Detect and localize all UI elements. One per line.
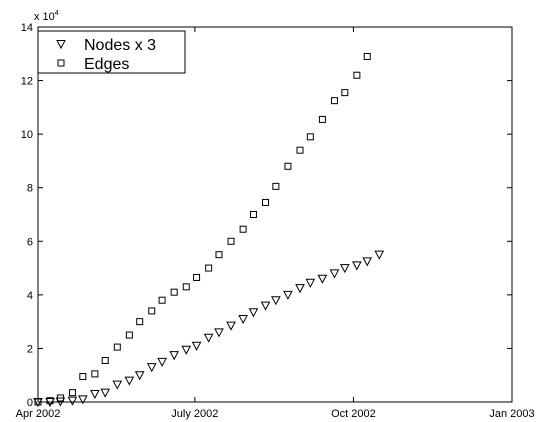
edges-point: [249, 211, 257, 218]
nodes-point: [124, 376, 135, 386]
edges-point: [158, 296, 166, 304]
nodes-point: [203, 333, 214, 343]
edges-point: [68, 389, 76, 397]
edges-point: [46, 397, 54, 405]
x-tick-label: July 2002: [171, 408, 218, 420]
y-tick-label: 14: [21, 22, 33, 34]
edges-point: [125, 331, 133, 339]
y-tick-label: 2: [27, 343, 33, 355]
edges-point: [239, 225, 247, 233]
nodes-point: [134, 371, 145, 381]
edges-point: [330, 97, 338, 105]
edges-point: [215, 251, 223, 259]
data-marks: [33, 52, 385, 408]
edges-point: [56, 394, 64, 402]
edges-point: [341, 89, 349, 97]
nodes-point: [317, 274, 328, 284]
nodes-point: [374, 250, 385, 260]
y-axis-multiplier: x 104: [34, 10, 59, 23]
legend-marker-nodes: [56, 40, 66, 50]
edges-point: [284, 162, 292, 170]
edges-point: [79, 373, 87, 381]
y-tick-label: 0: [27, 397, 33, 409]
edges-point: [170, 288, 178, 296]
legend-label-nodes: Nodes x 3: [84, 37, 156, 54]
nodes-point: [248, 308, 259, 318]
edges-point: [193, 273, 201, 281]
edges-point: [363, 52, 371, 60]
legend: Nodes x 3 Edges: [37, 30, 186, 74]
nodes-point: [191, 341, 202, 351]
nodes-point: [169, 351, 180, 361]
edges-point: [272, 182, 280, 190]
plot-area: [37, 26, 513, 403]
nodes-point: [362, 257, 373, 267]
axis-ticks: 0 2 4 6 8 10 12 14 Apr 2002 July 2002 Oct 2002 Jan …: [16, 22, 535, 420]
nodes-point: [146, 363, 157, 373]
nodes-point: [260, 301, 271, 311]
nodes-point: [100, 388, 111, 398]
edges-point: [306, 133, 314, 141]
nodes-point: [329, 269, 340, 279]
edges-point: [182, 283, 190, 291]
nodes-point: [55, 397, 66, 407]
y-tick-label: 12: [21, 76, 33, 88]
y-tick-label: 6: [27, 236, 33, 248]
edges-point: [318, 115, 326, 123]
nodes-point: [214, 328, 224, 338]
nodes-point: [45, 398, 55, 408]
nodes-point: [77, 395, 88, 405]
nodes-point: [67, 396, 78, 406]
nodes-point: [352, 261, 362, 271]
nodes-point: [157, 357, 167, 367]
nodes-point: [181, 345, 192, 355]
edges-point: [262, 198, 270, 206]
nodes-point: [112, 380, 123, 390]
x-tick-label: Apr 2002: [16, 408, 61, 420]
nodes-point: [226, 321, 236, 331]
edges-point: [205, 264, 213, 272]
nodes-point: [295, 284, 305, 294]
nodes-point: [305, 278, 316, 288]
edges-point: [148, 307, 156, 315]
nodes-point: [271, 296, 281, 306]
edges-point: [91, 370, 99, 378]
x-tick-label: Jan 2003: [489, 408, 534, 420]
y-tick-label: 4: [27, 290, 33, 302]
x-tick-label: Oct 2002: [331, 408, 376, 420]
legend-label-edges: Edges: [84, 56, 129, 73]
nodes-point: [90, 389, 100, 400]
edges-point: [227, 237, 235, 245]
legend-marker-edges: [57, 59, 65, 67]
nodes-point: [283, 290, 293, 300]
y-tick-label: 8: [27, 183, 33, 195]
edges-point: [101, 356, 109, 364]
nodes-point: [339, 264, 350, 274]
edges-point: [353, 71, 361, 79]
edges-point: [136, 318, 144, 326]
edges-point: [113, 343, 121, 351]
edges-point: [296, 146, 304, 154]
nodes-point: [238, 314, 248, 325]
y-tick-label: 10: [21, 129, 33, 141]
edges-point: [34, 398, 42, 406]
